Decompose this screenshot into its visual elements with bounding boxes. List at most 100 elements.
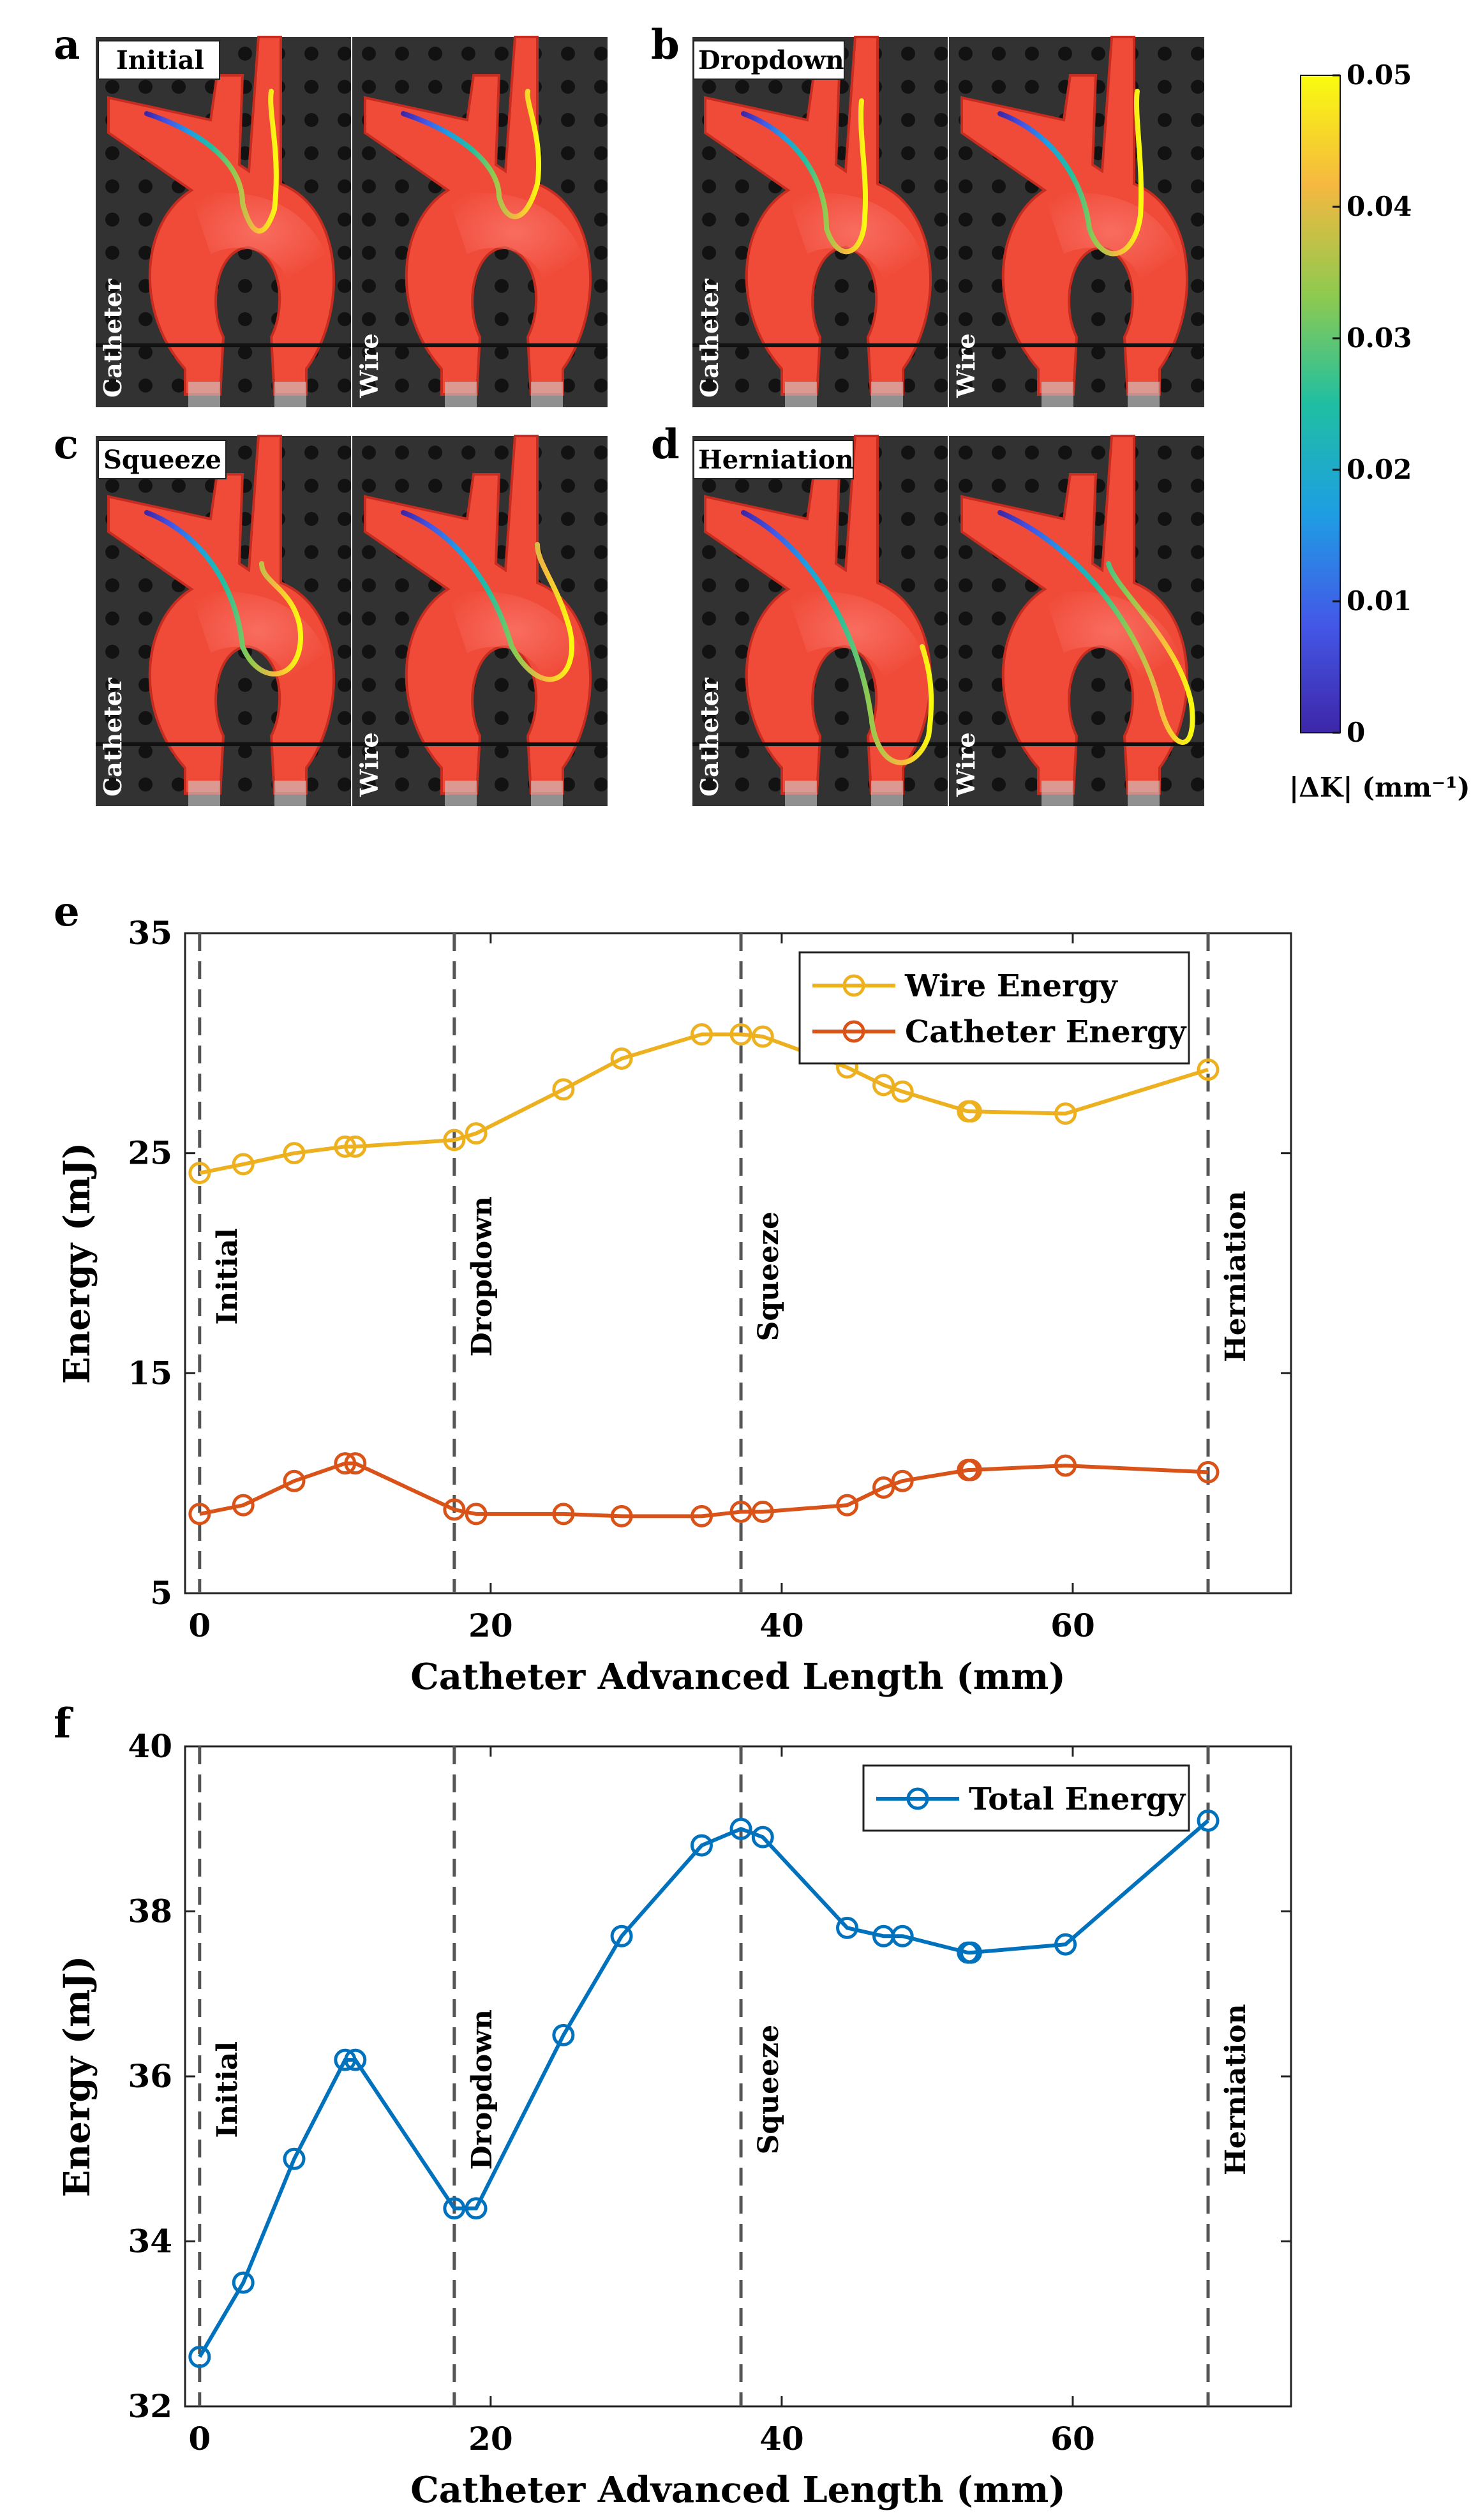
x-tick-label: 40: [759, 2420, 804, 2457]
data-point: [334, 2048, 357, 2071]
wire-photo: Wire: [352, 435, 608, 806]
panel-letter-a: a: [54, 21, 80, 69]
wire-side-label: Wire: [355, 333, 384, 398]
catheter-side-label: Catheter: [695, 278, 724, 398]
data-point: [334, 1452, 357, 1475]
data-point: [751, 1826, 774, 1849]
panel-letter-c: c: [54, 421, 78, 469]
data-point: [334, 1135, 357, 1158]
data-point: [959, 1941, 982, 1964]
phantom-highlight: [788, 592, 922, 679]
phantom-highlight: [788, 193, 922, 280]
colorbar-tick-label: 0.05: [1347, 59, 1412, 91]
tube-left: [1042, 382, 1073, 407]
catheter-curve: [741, 98, 869, 255]
y-axis-label: Energy (mJ): [56, 1143, 98, 1384]
data-point: [959, 1100, 982, 1123]
table-edge: [96, 742, 351, 746]
colorbar-tick-label: 0: [1347, 717, 1365, 748]
y-axis-label: Energy (mJ): [56, 1956, 98, 2197]
photo-panel: Catheter Wire: [692, 435, 1204, 806]
stage-label: Squeeze: [752, 1211, 785, 1342]
data-point: [188, 1162, 211, 1185]
wire-photo: Wire: [949, 435, 1204, 806]
table-edge: [692, 742, 948, 746]
y-tick-label: 40: [128, 1727, 172, 1765]
legend-entry: Wire Energy: [904, 968, 1119, 1004]
data-point: [836, 1916, 859, 1939]
table-edge: [692, 343, 948, 347]
tube-right: [871, 781, 903, 806]
table-edge: [949, 343, 1204, 347]
stage-label: Herniation: [1220, 1191, 1252, 1362]
data-point: [188, 1503, 211, 1526]
phantom-highlight: [448, 592, 582, 679]
plot-frame: [184, 1745, 1292, 2408]
colorbar-tick-label: 0.02: [1347, 454, 1412, 485]
data-point: [891, 1080, 914, 1103]
tube-left: [785, 382, 817, 407]
data-point: [1054, 1102, 1077, 1125]
data-point: [344, 1135, 367, 1158]
data-point: [344, 1452, 367, 1475]
panel-letter-b: b: [651, 21, 680, 69]
tube-right: [1128, 382, 1160, 407]
data-point: [443, 1498, 466, 1521]
panel-title-b: Dropdown: [698, 45, 844, 75]
tube-left: [1042, 781, 1073, 806]
catheter-curve: [741, 510, 934, 765]
stage-label: Initial: [211, 1228, 244, 1325]
wire-curve: [997, 89, 1144, 257]
data-point: [1197, 1809, 1220, 1832]
data-point: [552, 1078, 575, 1101]
data-point: [552, 1503, 575, 1526]
stage-label: Dropdown: [466, 1196, 498, 1356]
colorbar-tick-label: 0.03: [1347, 322, 1412, 354]
data-point: [188, 2345, 211, 2368]
title-box-b: Dropdown: [693, 40, 845, 80]
legend-entry: Total Energy: [969, 1781, 1186, 1817]
panel-title-d: Herniation: [698, 445, 854, 475]
tube-right: [531, 781, 563, 806]
tube-right: [274, 382, 306, 407]
title-box-c: Squeeze: [98, 440, 227, 479]
phantom-highlight: [1045, 193, 1179, 280]
tube-left: [188, 781, 220, 806]
panel-letter-f: f: [54, 1700, 73, 1748]
data-point: [872, 1074, 895, 1097]
y-tick-label: 5: [150, 1574, 172, 1612]
y-tick-label: 25: [128, 1134, 172, 1172]
data-point: [465, 1122, 488, 1145]
legend-marker: [906, 1787, 929, 1810]
panel-letter-d: d: [651, 421, 680, 469]
tube-left: [785, 781, 817, 806]
panel-letter-e: e: [54, 888, 80, 936]
x-tick-label: 60: [1050, 2420, 1095, 2457]
wire-curve: [401, 510, 574, 682]
data-point: [610, 1924, 633, 1947]
data-point: [443, 1129, 466, 1151]
x-tick-label: 20: [468, 1607, 513, 1644]
catheter-side-label: Catheter: [98, 677, 127, 797]
panel-title-c: Squeeze: [103, 445, 221, 475]
data-point: [891, 1924, 914, 1947]
y-tick-label: 38: [128, 1893, 172, 1930]
catheter-side-label: Catheter: [98, 278, 127, 398]
legend: Total Energy: [862, 1764, 1190, 1832]
catheter-photo: Catheter: [692, 36, 948, 407]
title-box-d: Herniation: [693, 440, 854, 479]
x-tick-label: 0: [188, 1607, 211, 1644]
phantom-highlight: [448, 193, 582, 280]
x-axis-label: Catheter Advanced Length (mm): [410, 2469, 1066, 2511]
data-point: [232, 1494, 255, 1517]
catheter-curve: [144, 510, 303, 677]
data-point: [283, 1469, 306, 1492]
y-tick-label: 15: [128, 1354, 172, 1391]
tube-right: [274, 781, 306, 806]
stage-label: Dropdown: [466, 2009, 498, 2170]
wire-side-label: Wire: [952, 732, 980, 797]
data-point: [891, 1469, 914, 1492]
chart-e: 0 20 40 60 5 15 25 35 Catheter Advanced Length (…: [56, 914, 1292, 1698]
tube-left: [445, 382, 477, 407]
data-point: [729, 1817, 752, 1840]
